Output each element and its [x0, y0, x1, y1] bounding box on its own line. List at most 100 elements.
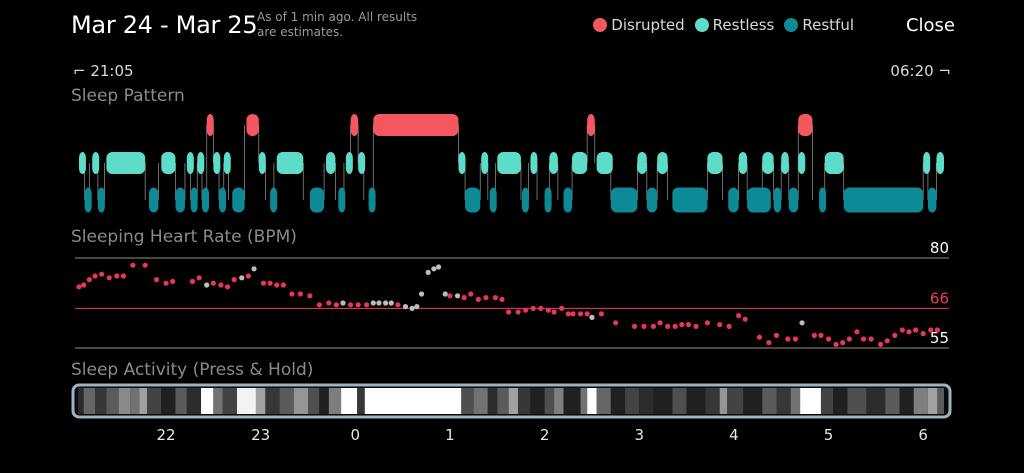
restless-segment[interactable]	[549, 152, 558, 174]
restless-segment[interactable]	[497, 152, 521, 174]
restful-segment[interactable]	[368, 187, 376, 213]
activity-cell[interactable]	[147, 388, 162, 414]
activity-cell[interactable]	[653, 388, 673, 414]
restful-segment[interactable]	[465, 187, 481, 213]
restless-segment[interactable]	[824, 152, 844, 174]
restless-segment[interactable]	[161, 152, 176, 174]
activity-cell[interactable]	[937, 388, 944, 414]
activity-cell[interactable]	[487, 388, 498, 414]
restless-segment[interactable]	[197, 152, 205, 174]
activity-cell[interactable]	[705, 388, 720, 414]
restful-segment[interactable]	[788, 187, 799, 213]
restful-segment[interactable]	[819, 187, 827, 213]
restless-segment[interactable]	[781, 152, 789, 174]
activity-cell[interactable]	[357, 388, 365, 414]
restless-segment[interactable]	[106, 152, 146, 174]
restless-segment[interactable]	[358, 152, 366, 174]
activity-cell[interactable]	[610, 388, 626, 414]
restless-segment[interactable]	[325, 152, 336, 174]
disrupted-segment[interactable]	[246, 114, 259, 136]
restless-segment[interactable]	[738, 152, 748, 174]
restful-segment[interactable]	[927, 187, 937, 213]
restful-segment[interactable]	[489, 187, 497, 213]
activity-cell[interactable]	[530, 388, 545, 414]
activity-cell[interactable]	[800, 388, 821, 414]
restless-segment[interactable]	[481, 152, 489, 174]
close-button[interactable]: Close	[905, 15, 955, 36]
restless-segment[interactable]	[657, 152, 668, 174]
activity-cell[interactable]	[461, 388, 474, 414]
activity-cell[interactable]	[497, 388, 509, 414]
restless-segment[interactable]	[530, 152, 538, 174]
restful-segment[interactable]	[521, 187, 529, 213]
activity-cell[interactable]	[222, 388, 238, 414]
activity-cell[interactable]	[833, 388, 848, 414]
restful-segment[interactable]	[175, 187, 185, 213]
activity-cell[interactable]	[130, 388, 140, 414]
activity-cell[interactable]	[776, 388, 791, 414]
activity-cell[interactable]	[899, 388, 914, 414]
restful-segment[interactable]	[201, 187, 209, 213]
activity-cell[interactable]	[175, 388, 187, 414]
restful-segment[interactable]	[773, 187, 782, 213]
activity-cell[interactable]	[161, 388, 176, 414]
activity-cell[interactable]	[95, 388, 107, 414]
activity-cell[interactable]	[544, 388, 555, 414]
activity-cell[interactable]	[927, 388, 938, 414]
restful-segment[interactable]	[338, 187, 346, 213]
activity-cell[interactable]	[201, 388, 214, 414]
activity-cell[interactable]	[83, 388, 96, 414]
restful-segment[interactable]	[672, 187, 708, 213]
activity-cell[interactable]	[118, 388, 131, 414]
activity-cell[interactable]	[563, 388, 581, 414]
restless-segment[interactable]	[936, 152, 944, 174]
activity-cell[interactable]	[255, 388, 266, 414]
activity-cell[interactable]	[265, 388, 280, 414]
restful-segment[interactable]	[232, 187, 245, 213]
activity-cell[interactable]	[847, 388, 867, 414]
activity-cell[interactable]	[364, 388, 462, 414]
restful-segment[interactable]	[610, 187, 638, 213]
activity-cell[interactable]	[885, 388, 900, 414]
restful-segment[interactable]	[646, 187, 658, 213]
restful-segment[interactable]	[728, 187, 739, 213]
activity-cell[interactable]	[719, 388, 728, 414]
restless-segment[interactable]	[762, 152, 774, 174]
activity-cell[interactable]	[319, 388, 329, 414]
restless-segment[interactable]	[637, 152, 647, 174]
restless-segment[interactable]	[186, 152, 194, 174]
restful-segment[interactable]	[270, 187, 278, 213]
restful-segment[interactable]	[544, 187, 552, 213]
activity-cell[interactable]	[580, 388, 588, 414]
activity-cell[interactable]	[473, 388, 488, 414]
disrupted-segment[interactable]	[373, 114, 459, 136]
activity-cell[interactable]	[293, 388, 308, 414]
restful-segment[interactable]	[84, 187, 92, 213]
activity-cell[interactable]	[307, 388, 320, 414]
activity-cell[interactable]	[762, 388, 777, 414]
disrupted-segment[interactable]	[350, 114, 359, 136]
restless-segment[interactable]	[707, 152, 723, 174]
restless-segment[interactable]	[276, 152, 304, 174]
restless-segment[interactable]	[458, 152, 466, 174]
activity-cell[interactable]	[518, 388, 531, 414]
disrupted-segment[interactable]	[587, 114, 595, 136]
restful-segment[interactable]	[219, 187, 227, 213]
restless-segment[interactable]	[92, 152, 100, 174]
activity-cell[interactable]	[237, 388, 256, 414]
activity-cell[interactable]	[596, 388, 611, 414]
restful-segment[interactable]	[190, 187, 198, 213]
activity-cell[interactable]	[279, 388, 294, 414]
restful-segment[interactable]	[97, 187, 105, 213]
restless-segment[interactable]	[572, 152, 588, 174]
restless-segment[interactable]	[596, 152, 613, 174]
restless-segment[interactable]	[798, 152, 806, 174]
restless-segment[interactable]	[923, 152, 931, 174]
activity-cell[interactable]	[186, 388, 202, 414]
restless-segment[interactable]	[258, 152, 266, 174]
activity-cell[interactable]	[213, 388, 223, 414]
restful-segment[interactable]	[563, 187, 573, 213]
activity-cell[interactable]	[341, 388, 358, 414]
